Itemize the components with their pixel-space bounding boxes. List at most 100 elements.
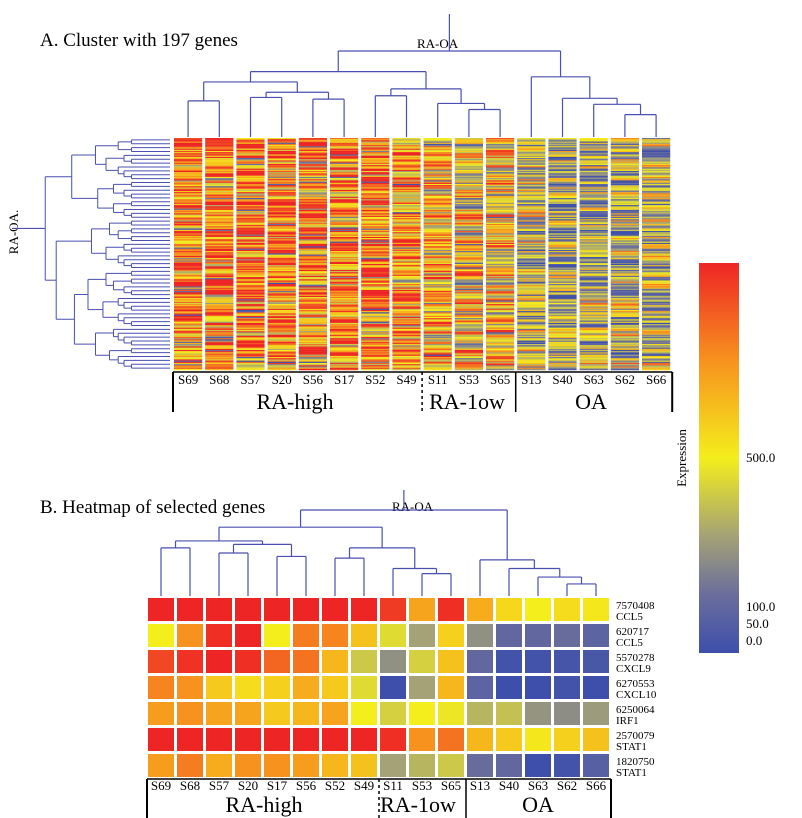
heat-cell bbox=[454, 320, 483, 322]
heat-cell bbox=[454, 161, 483, 163]
heat-cell bbox=[423, 314, 452, 317]
heat-cell bbox=[392, 318, 421, 320]
heat-cell bbox=[205, 186, 234, 188]
heat-cell bbox=[298, 345, 327, 347]
heat-cell bbox=[174, 335, 203, 338]
heat-cell bbox=[486, 337, 515, 339]
heat-cell bbox=[205, 341, 234, 344]
heat-cell bbox=[236, 176, 265, 179]
heat-cell bbox=[423, 208, 452, 211]
heat-cell bbox=[517, 320, 546, 322]
heat-cell bbox=[330, 260, 359, 262]
heat-cell bbox=[267, 189, 296, 192]
heat-cell bbox=[236, 158, 265, 160]
heat-cell bbox=[236, 322, 265, 325]
heat-cell bbox=[496, 676, 522, 699]
heat-cell bbox=[454, 154, 483, 156]
heat-cell bbox=[548, 322, 577, 325]
heat-cell bbox=[610, 261, 639, 264]
heat-cell bbox=[548, 198, 577, 200]
heat-cell bbox=[642, 203, 671, 206]
heat-cell bbox=[548, 360, 577, 363]
heat-cell bbox=[642, 255, 671, 258]
heat-cell bbox=[267, 192, 296, 194]
heat-cell bbox=[610, 288, 639, 291]
heat-cell bbox=[361, 138, 390, 140]
heat-cell bbox=[486, 181, 515, 183]
heat-cell bbox=[205, 271, 234, 273]
heat-cell bbox=[454, 260, 483, 262]
heat-cell bbox=[642, 175, 671, 178]
heat-cell bbox=[467, 676, 493, 699]
heat-cell bbox=[423, 182, 452, 185]
heat-cell bbox=[610, 334, 639, 337]
heat-cell bbox=[236, 361, 265, 364]
heat-cell bbox=[517, 163, 546, 166]
heat-cell bbox=[236, 306, 265, 308]
panel-a-column-S65 bbox=[486, 138, 515, 371]
heat-cell bbox=[361, 306, 390, 308]
heat-cell bbox=[236, 318, 265, 320]
heat-cell bbox=[361, 324, 390, 326]
heat-cell bbox=[548, 154, 577, 156]
heat-cell bbox=[610, 367, 639, 370]
heat-cell bbox=[423, 296, 452, 299]
heat-cell bbox=[361, 173, 390, 175]
heat-cell bbox=[330, 148, 359, 151]
heat-cell bbox=[517, 221, 546, 224]
heat-cell bbox=[579, 209, 608, 212]
heat-cell bbox=[517, 354, 546, 357]
panel-a-column-label: S40 bbox=[552, 372, 572, 387]
heat-cell bbox=[392, 321, 421, 324]
heat-cell bbox=[423, 218, 452, 220]
heat-cell bbox=[486, 347, 515, 350]
heat-cell bbox=[610, 160, 639, 162]
heat-cell bbox=[361, 344, 390, 346]
heat-cell bbox=[236, 209, 265, 212]
heat-cell bbox=[423, 166, 452, 168]
heat-cell bbox=[267, 337, 296, 339]
heat-cell bbox=[330, 321, 359, 324]
heat-cell bbox=[361, 213, 390, 215]
heat-cell bbox=[548, 160, 577, 162]
heat-cell bbox=[267, 207, 296, 209]
heat-cell bbox=[642, 166, 671, 168]
heat-cell bbox=[642, 329, 671, 332]
heat-cell bbox=[517, 296, 546, 299]
heat-cell bbox=[330, 215, 359, 218]
heat-cell bbox=[517, 220, 546, 222]
heat-cell bbox=[174, 344, 203, 346]
heat-cell bbox=[174, 360, 203, 363]
heat-cell bbox=[579, 193, 608, 195]
heat-cell bbox=[548, 295, 577, 298]
heat-cell bbox=[454, 340, 483, 342]
heat-cell bbox=[361, 146, 390, 148]
heat-cell bbox=[579, 223, 608, 226]
heat-cell bbox=[205, 291, 234, 293]
heat-cell bbox=[517, 149, 546, 152]
heat-cell bbox=[423, 207, 452, 209]
heat-cell bbox=[174, 249, 203, 252]
heat-cell bbox=[392, 243, 421, 246]
heat-cell bbox=[579, 226, 608, 228]
heat-cell bbox=[392, 169, 421, 172]
heat-cell bbox=[642, 317, 671, 319]
heat-cell bbox=[330, 240, 359, 242]
heat-cell bbox=[330, 185, 359, 187]
heat-cell bbox=[361, 219, 390, 221]
heat-cell bbox=[236, 364, 265, 366]
heat-cell bbox=[174, 241, 203, 244]
heat-cell bbox=[517, 335, 546, 338]
heat-cell bbox=[205, 251, 234, 253]
heat-cell bbox=[454, 367, 483, 370]
heat-cell bbox=[486, 351, 515, 353]
heat-cell bbox=[330, 348, 359, 351]
heat-cell bbox=[610, 175, 639, 178]
heat-cell bbox=[267, 366, 296, 368]
heat-cell bbox=[423, 153, 452, 155]
heat-cell bbox=[423, 183, 452, 186]
heat-cell bbox=[174, 206, 203, 208]
heat-cell bbox=[174, 160, 203, 162]
heat-cell bbox=[392, 340, 421, 342]
heat-cell bbox=[579, 268, 608, 271]
